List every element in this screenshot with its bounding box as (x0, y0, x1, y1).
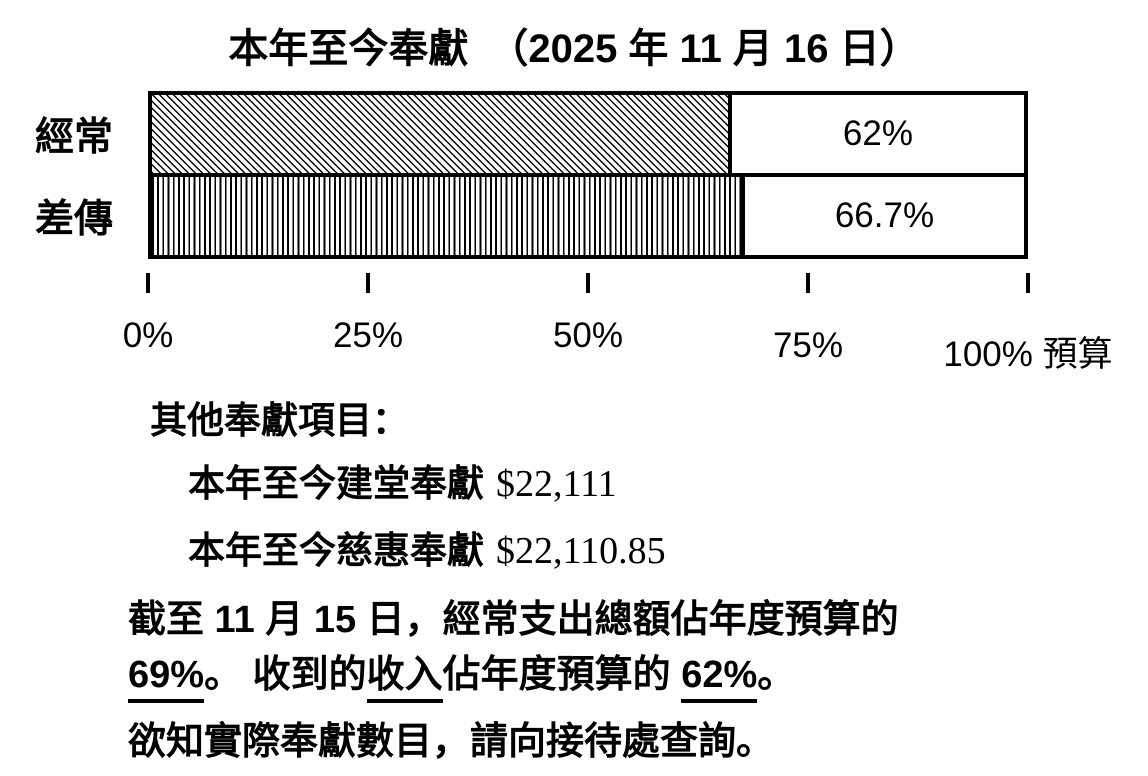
tick-mark (146, 273, 150, 293)
axis-tick-label: 100% 預算 (943, 335, 1113, 374)
summary-text: 。 收到的 (204, 654, 367, 696)
bar-category-label: 差傳 (34, 198, 113, 241)
bar-value-label: 66.7% (834, 196, 935, 235)
x-axis: 0% 25% 50% 75% 100% 預算 (123, 270, 1113, 380)
bar-track-missions: 66.7% (148, 173, 1028, 259)
tick-mark (366, 273, 370, 293)
underlined-text: 收入 (366, 654, 443, 703)
bar-track-regular: 62% (148, 91, 1028, 177)
summary-text: 。 (757, 654, 796, 696)
bar-row-missions: 差傳 66.7% (0, 173, 1028, 259)
tick-mark (586, 273, 590, 293)
other-donations-heading: 其他奉獻項目： (150, 400, 409, 441)
bar-fill-regular (152, 95, 732, 173)
summary-text: 佔年度預算的 (442, 654, 682, 696)
donation-item-amount: $22,110.85 (496, 530, 666, 572)
axis-tick-label: 0% (122, 316, 174, 355)
axis-tick-label: 50% (552, 316, 624, 355)
page-title: 本年至今奉獻 （2025 年 11 月 16 日） (228, 27, 920, 71)
tick-mark (1026, 273, 1030, 293)
donation-item-label: 本年至今慈惠奉獻 (188, 530, 484, 571)
axis-tick-label: 25% (332, 316, 404, 355)
donation-item-building: 本年至今建堂奉獻 $22,111 (188, 453, 617, 507)
donation-item-label: 本年至今建堂奉獻 (188, 463, 484, 504)
bar-value-label: 62% (842, 114, 913, 153)
tick-mark (806, 273, 810, 293)
underlined-text: 62% (681, 654, 758, 703)
bar-fill-missions (152, 177, 745, 255)
footer-note: 欲知實際奉獻數目，請向接待處查詢。 (128, 721, 775, 763)
donation-item-charity: 本年至今慈惠奉獻 $22,110.85 (188, 520, 666, 574)
summary-line-2: 69%。 收到的收入佔年度預算的 62%。 (128, 643, 795, 703)
bar-category-label: 經常 (34, 116, 113, 159)
donation-item-amount: $22,111 (496, 463, 617, 505)
axis-tick-label: 75% (772, 326, 844, 365)
bar-row-regular: 經常 62% (0, 91, 1028, 177)
summary-line-1: 截至 11 月 15 日，經常支出總額佔年度預算的 (128, 599, 899, 641)
underlined-text: 69% (128, 654, 205, 703)
bar-chart: 經常 62% 差傳 66.7% (0, 91, 1028, 259)
